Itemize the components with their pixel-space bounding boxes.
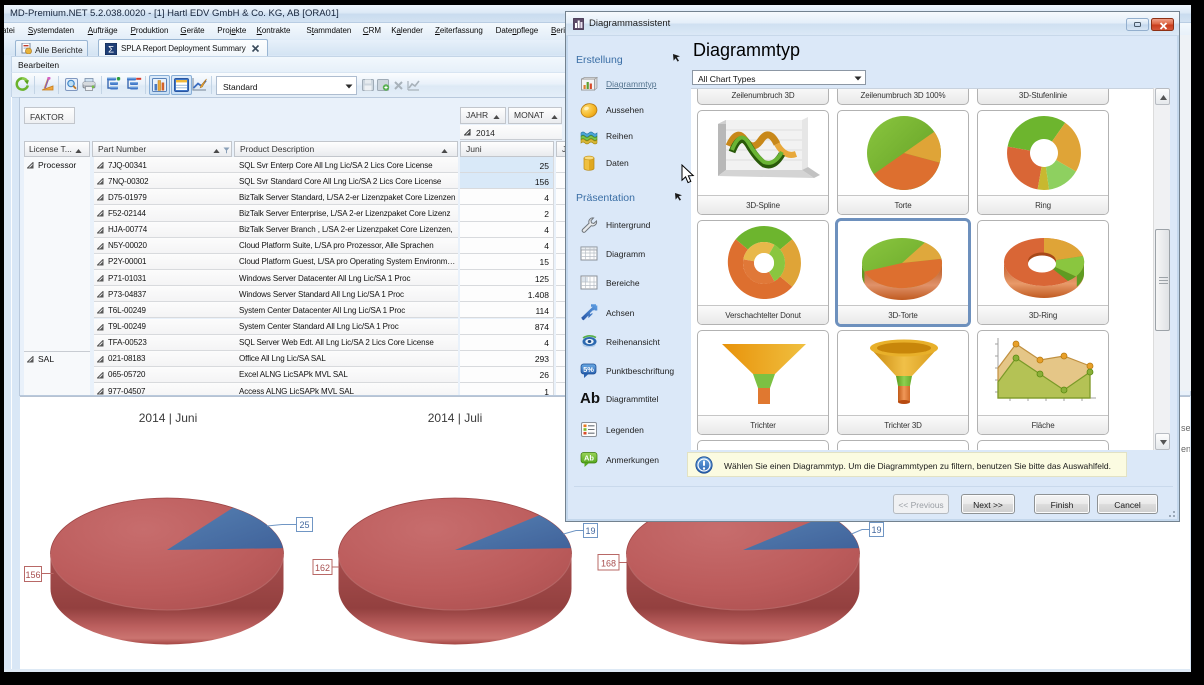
svg-text:Σ: Σ <box>108 44 114 55</box>
svg-text:25: 25 <box>299 520 309 530</box>
svg-text:Ab: Ab <box>584 454 594 463</box>
svg-text:19: 19 <box>585 526 595 536</box>
svg-text:19: 19 <box>871 525 881 535</box>
svg-text:162: 162 <box>315 563 330 573</box>
svg-text:2014 | Juli: 2014 | Juli <box>428 411 483 425</box>
svg-text:168: 168 <box>601 559 616 569</box>
svg-text:se: se <box>1181 423 1190 433</box>
svg-text:156: 156 <box>25 570 40 580</box>
svg-text:2014 | Juni: 2014 | Juni <box>139 411 198 425</box>
svg-text:5%: 5% <box>583 365 594 374</box>
svg-text:ens: ens <box>1181 444 1190 454</box>
